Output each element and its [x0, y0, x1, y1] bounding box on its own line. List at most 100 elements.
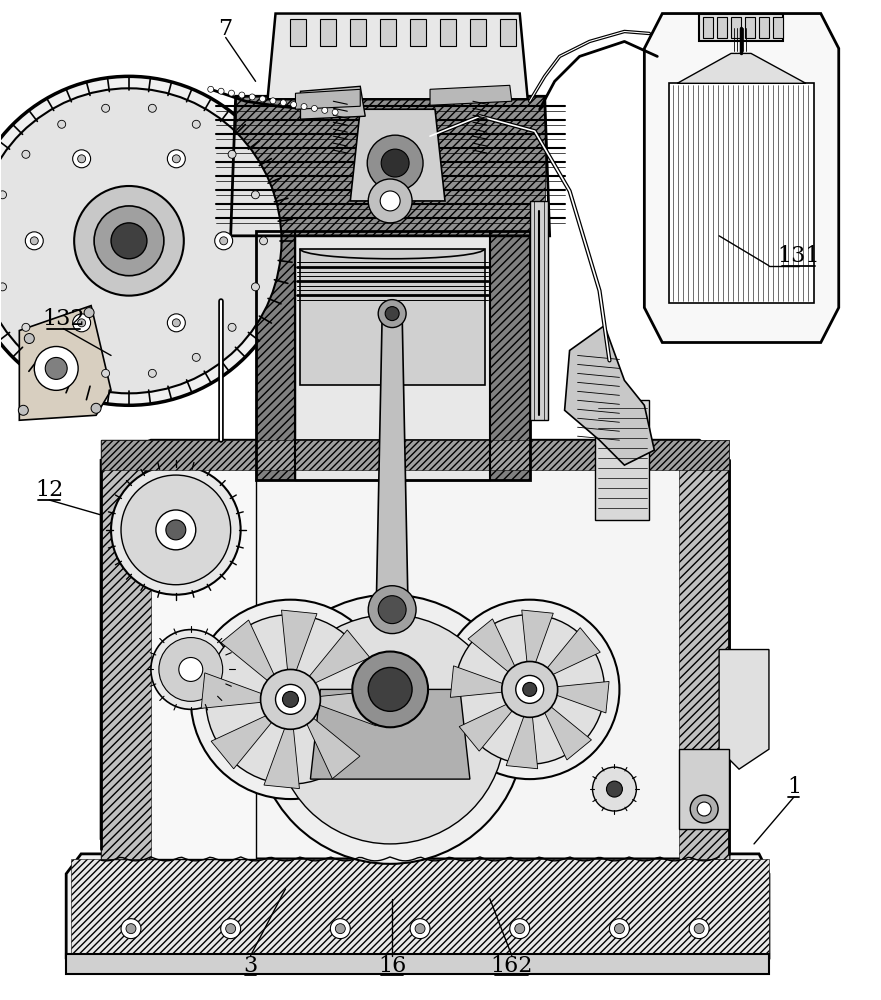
Text: 3: 3 — [243, 955, 258, 977]
Polygon shape — [522, 610, 553, 665]
Polygon shape — [565, 326, 655, 465]
Text: 16: 16 — [378, 955, 406, 977]
Circle shape — [167, 150, 185, 168]
Circle shape — [228, 150, 236, 158]
Polygon shape — [644, 14, 839, 342]
Circle shape — [192, 120, 200, 128]
Bar — [235, 96, 544, 236]
Circle shape — [368, 179, 412, 223]
Circle shape — [191, 600, 390, 799]
Circle shape — [378, 596, 406, 624]
Circle shape — [34, 346, 78, 390]
Circle shape — [72, 150, 91, 168]
Circle shape — [415, 924, 425, 934]
Circle shape — [697, 802, 711, 816]
Bar — [381, 19, 396, 46]
Bar — [470, 19, 485, 46]
Polygon shape — [282, 610, 317, 670]
Bar — [490, 231, 529, 480]
Polygon shape — [376, 314, 408, 610]
Polygon shape — [320, 690, 380, 726]
Circle shape — [410, 919, 430, 939]
Bar — [731, 17, 741, 38]
Circle shape — [283, 691, 299, 707]
Circle shape — [276, 684, 306, 714]
Circle shape — [694, 924, 704, 934]
Circle shape — [111, 223, 147, 259]
Text: 1: 1 — [787, 776, 801, 798]
Circle shape — [45, 357, 67, 379]
Circle shape — [260, 237, 268, 245]
Bar — [679, 749, 729, 829]
Polygon shape — [300, 86, 366, 119]
Polygon shape — [545, 628, 600, 676]
Bar — [66, 954, 769, 974]
Circle shape — [261, 669, 321, 729]
Circle shape — [22, 150, 30, 158]
Circle shape — [440, 600, 619, 779]
Circle shape — [311, 105, 317, 111]
Circle shape — [378, 300, 406, 328]
Text: 131: 131 — [778, 245, 820, 267]
Circle shape — [0, 283, 6, 291]
Circle shape — [219, 237, 227, 245]
Circle shape — [251, 191, 259, 199]
Circle shape — [368, 586, 416, 634]
Polygon shape — [351, 109, 445, 201]
Circle shape — [58, 353, 66, 361]
Polygon shape — [677, 53, 806, 83]
Circle shape — [101, 369, 109, 377]
Polygon shape — [264, 729, 300, 789]
Circle shape — [0, 76, 293, 405]
Bar — [679, 440, 729, 859]
Circle shape — [226, 924, 235, 934]
Text: 162: 162 — [491, 955, 533, 977]
Circle shape — [192, 353, 200, 361]
Bar — [500, 19, 515, 46]
Bar — [745, 17, 755, 38]
Circle shape — [94, 206, 164, 276]
Polygon shape — [554, 681, 609, 713]
Polygon shape — [295, 89, 360, 109]
Bar — [703, 17, 713, 38]
Circle shape — [689, 919, 709, 939]
Polygon shape — [544, 705, 591, 760]
Circle shape — [156, 510, 196, 550]
Polygon shape — [309, 630, 370, 683]
Polygon shape — [221, 620, 274, 680]
Circle shape — [166, 520, 186, 540]
Circle shape — [218, 88, 224, 94]
Polygon shape — [201, 673, 261, 708]
Circle shape — [515, 675, 544, 703]
Circle shape — [610, 919, 629, 939]
Circle shape — [91, 403, 101, 413]
Circle shape — [239, 92, 245, 98]
Circle shape — [167, 314, 185, 332]
Circle shape — [78, 155, 85, 163]
Polygon shape — [430, 85, 512, 105]
Bar — [295, 231, 490, 480]
Polygon shape — [211, 716, 271, 769]
Circle shape — [101, 104, 109, 112]
Circle shape — [121, 919, 141, 939]
Bar — [759, 17, 769, 38]
Circle shape — [260, 96, 265, 102]
Circle shape — [455, 615, 604, 764]
Circle shape — [251, 283, 259, 291]
Circle shape — [515, 924, 525, 934]
Circle shape — [215, 232, 233, 250]
Circle shape — [291, 102, 297, 108]
Polygon shape — [310, 689, 470, 779]
Circle shape — [111, 465, 241, 595]
Circle shape — [84, 308, 94, 318]
Circle shape — [352, 652, 428, 727]
Circle shape — [330, 919, 351, 939]
Bar — [255, 231, 295, 480]
Polygon shape — [450, 666, 506, 697]
Circle shape — [606, 781, 622, 797]
Polygon shape — [468, 619, 516, 674]
Circle shape — [30, 237, 38, 245]
Circle shape — [206, 615, 375, 784]
Circle shape — [126, 924, 136, 934]
Circle shape — [336, 924, 345, 934]
